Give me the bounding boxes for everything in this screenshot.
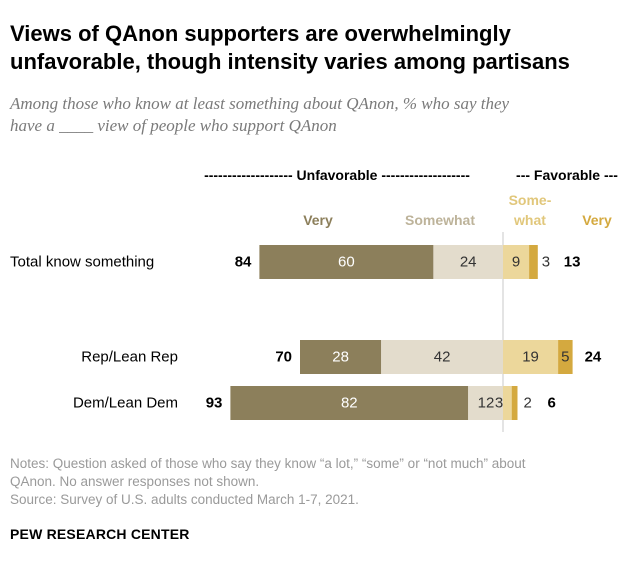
legend-label-1: Very <box>303 212 333 228</box>
value-label-somewhat-unfavorable: 12 <box>478 395 495 412</box>
bar-very-favorable <box>511 386 518 420</box>
value-label-somewhat-favorable: 3 <box>495 395 503 412</box>
legend-label-3: Some-what <box>509 192 552 228</box>
bar-somewhat-unfavorable <box>433 245 503 279</box>
title-line-2: unfavorable, though intensity varies amo… <box>10 49 570 74</box>
category-label: Dem/Lean Dem <box>73 395 178 412</box>
unfavorable-total-label: 70 <box>275 349 292 366</box>
title-line-1: Views of QAnon supporters are overwhelmi… <box>10 21 511 46</box>
chart-subtitle: Among those who know at least something … <box>10 93 630 137</box>
notes-source: Source: Survey of U.S. adults conducted … <box>10 492 359 507</box>
value-label-very-unfavorable: 60 <box>338 254 355 271</box>
value-label-very-favorable: 2 <box>524 395 532 412</box>
category-label: Total know something <box>10 254 154 271</box>
chart-title: Views of QAnon supporters are overwhelmi… <box>10 20 630 76</box>
bar-somewhat-unfavorable <box>468 386 503 420</box>
favorable-total-label: 6 <box>548 395 556 412</box>
group-label-favorable: --- Favorable --- <box>516 167 618 183</box>
notes-line-1: Notes: Question asked of those who say t… <box>10 456 526 471</box>
notes-line-2: QAnon. No answer responses not shown. <box>10 474 260 489</box>
value-label-very-favorable: 3 <box>542 254 550 271</box>
value-label-very-favorable: 5 <box>561 349 569 366</box>
legend-label-line: what <box>513 212 546 228</box>
legend-label-4: Very <box>582 212 612 228</box>
bar-somewhat-favorable <box>503 386 512 420</box>
chart-notes: Notes: Question asked of those who say t… <box>10 455 620 509</box>
unfavorable-total-label: 84 <box>235 254 252 271</box>
group-label-unfavorable: ------------------- Unfavorable --------… <box>204 167 470 183</box>
unfavorable-total-label: 93 <box>206 395 223 412</box>
value-label-very-unfavorable: 28 <box>332 349 349 366</box>
value-label-somewhat-unfavorable: 24 <box>460 254 477 271</box>
value-label-somewhat-favorable: 19 <box>522 349 539 366</box>
value-label-very-unfavorable: 82 <box>341 395 358 412</box>
bar-very-unfavorable <box>230 386 469 420</box>
value-label-somewhat-favorable: 9 <box>512 254 520 271</box>
brand-label: PEW RESEARCH CENTER <box>10 526 190 542</box>
bar-very-unfavorable <box>259 245 434 279</box>
category-label: Rep/Lean Rep <box>81 349 178 366</box>
favorable-total-label: 24 <box>585 349 602 366</box>
legend-label-2: Somewhat <box>405 212 475 228</box>
legend-label-line: Some- <box>509 192 552 208</box>
bar-somewhat-favorable <box>503 245 530 279</box>
bar-very-unfavorable <box>300 340 382 374</box>
favorable-total-label: 13 <box>564 254 581 271</box>
bar-somewhat-favorable <box>503 340 559 374</box>
value-label-somewhat-unfavorable: 42 <box>434 349 451 366</box>
bar-somewhat-unfavorable <box>381 340 503 374</box>
subtitle-line-2: have a ____ view of people who support Q… <box>10 116 337 135</box>
bar-very-favorable <box>529 245 538 279</box>
bar-very-favorable <box>558 340 573 374</box>
subtitle-line-1: Among those who know at least something … <box>10 94 510 113</box>
